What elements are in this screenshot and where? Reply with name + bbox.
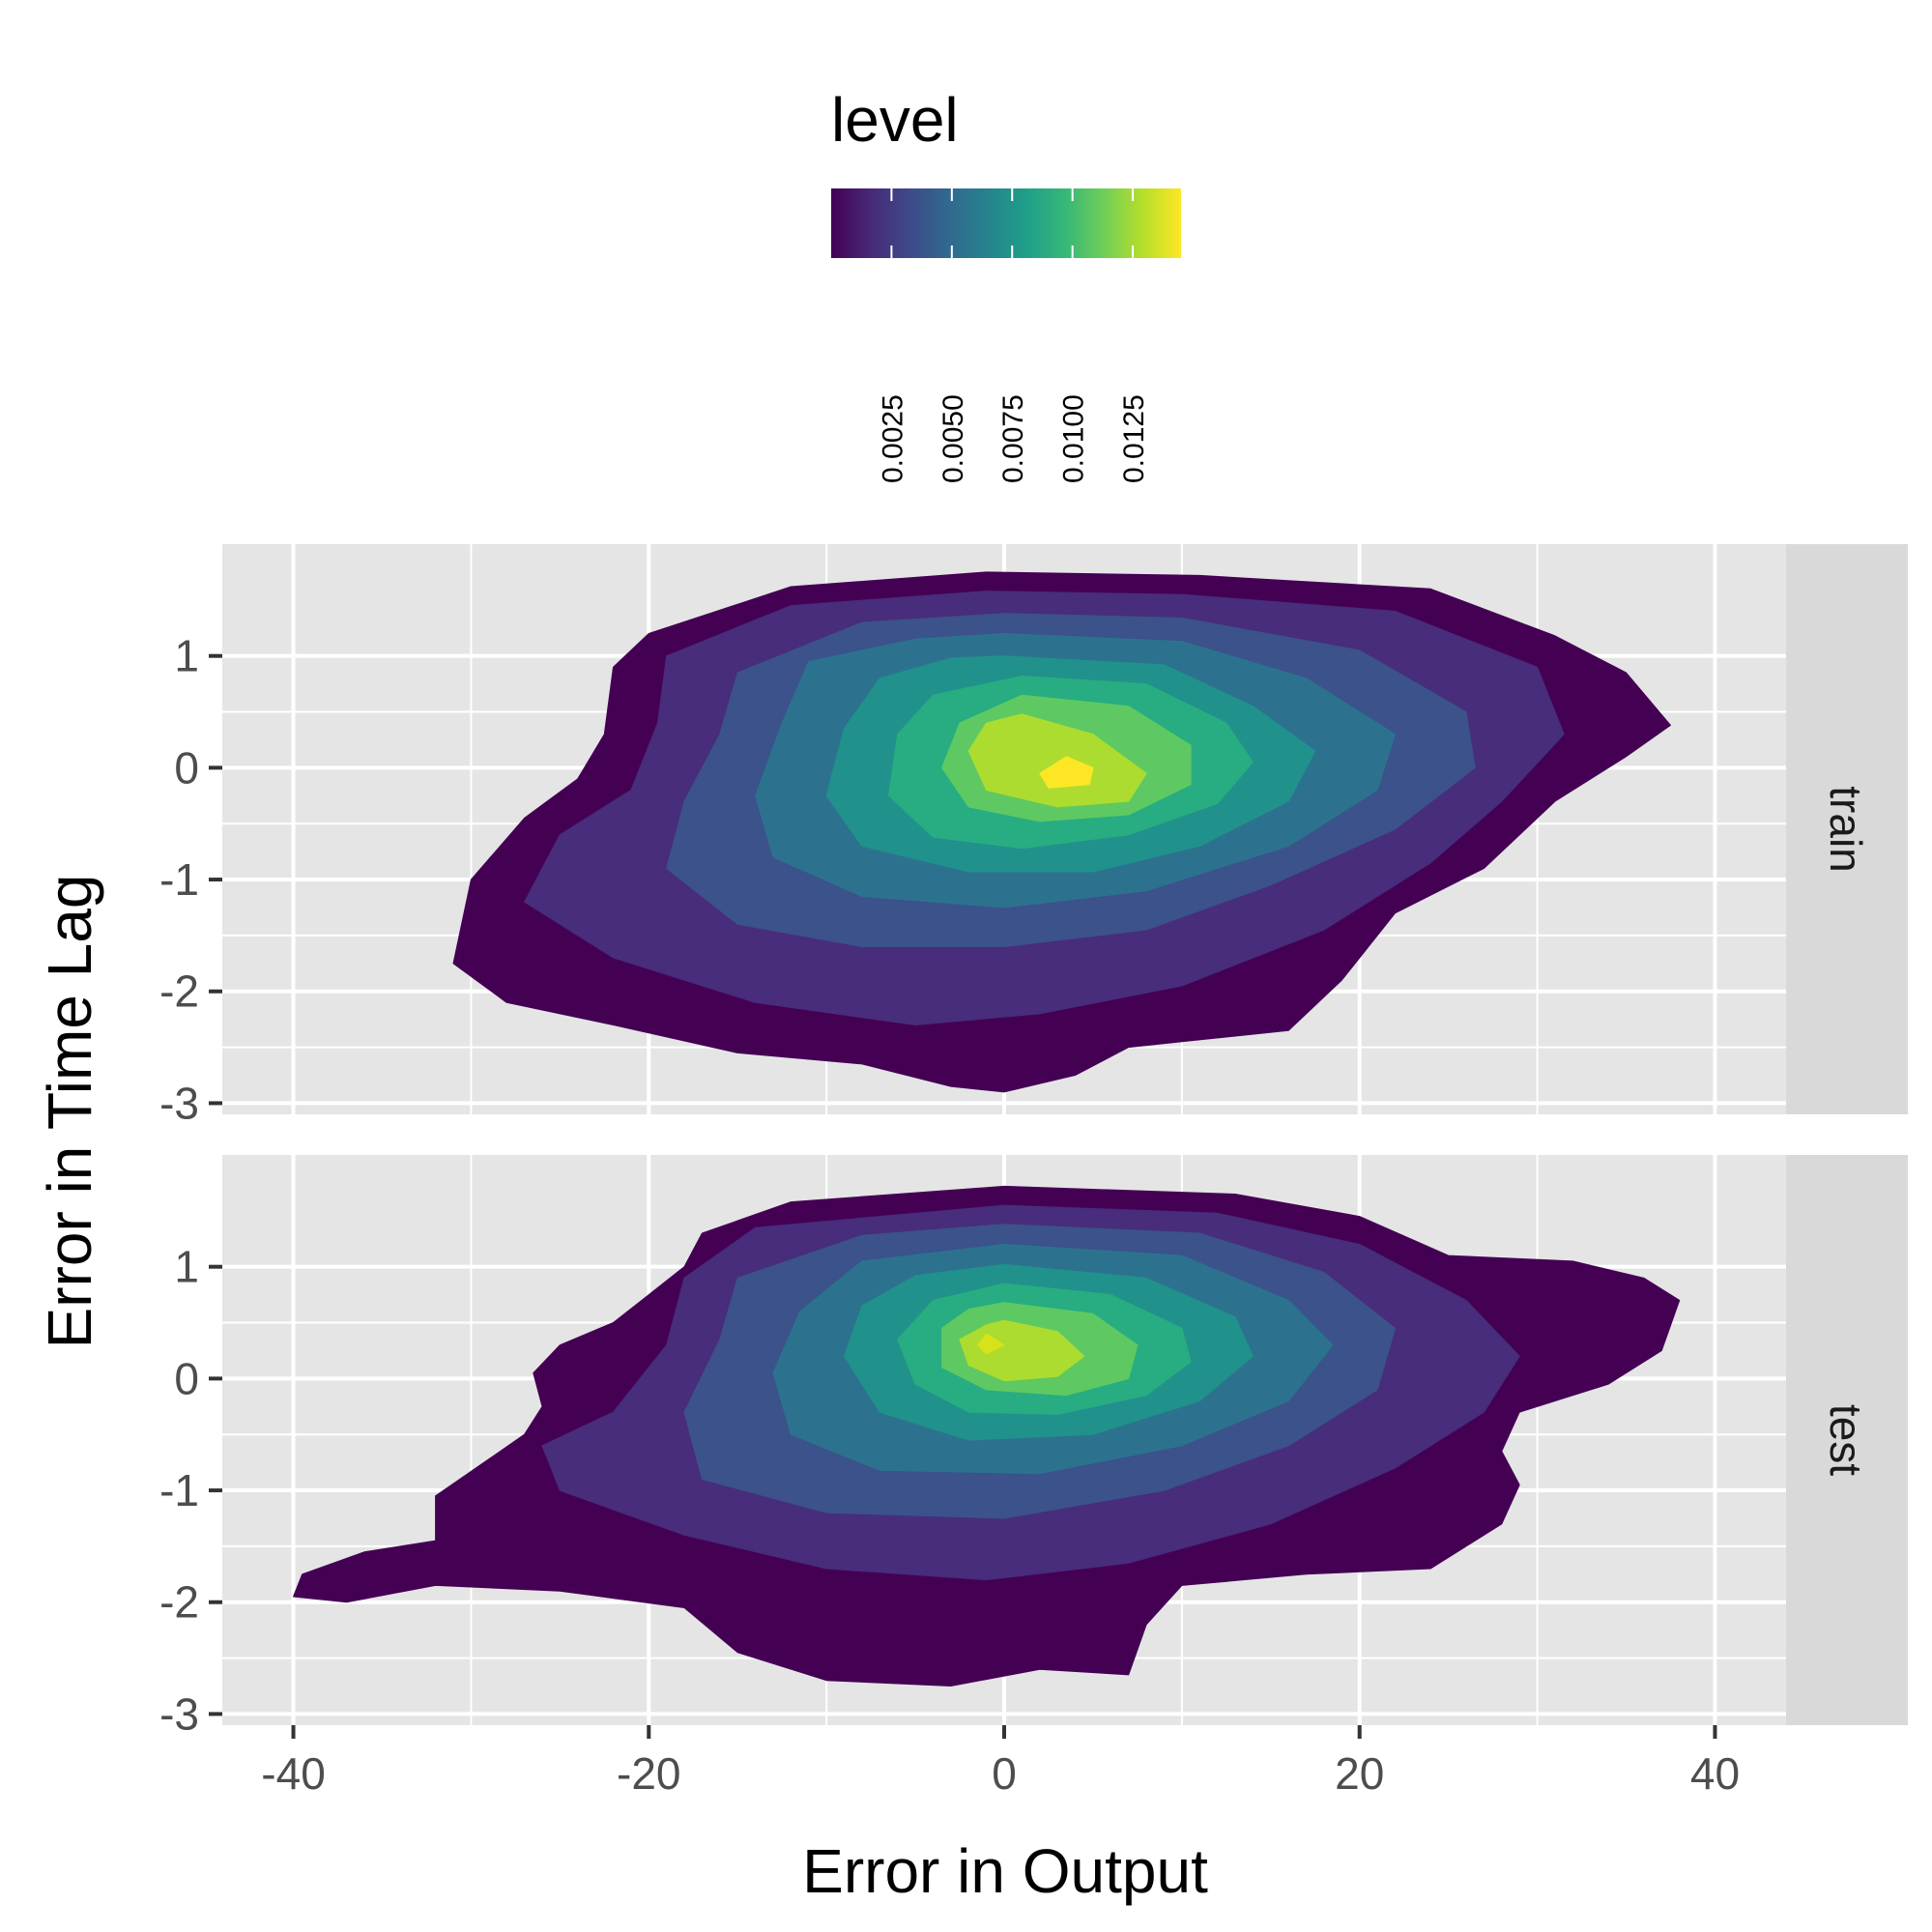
legend-tick-label-4: 0.0125 (1118, 394, 1150, 483)
x-tick-label-2: 0 (992, 1748, 1017, 1799)
facet-strip-test (1786, 1155, 1908, 1725)
legend-tick-label-0: 0.0025 (877, 394, 908, 483)
y-axis-title: Error in Time Lag (35, 875, 104, 1349)
x-tick-label-3: 20 (1335, 1748, 1384, 1799)
facet-strip-train (1786, 544, 1908, 1114)
x-tick-label-4: 40 (1690, 1748, 1740, 1799)
y-tick-label-test-4: -3 (159, 1688, 199, 1739)
axes: 1 0 -1 -2 -3 1 0 -1 -2 -3 -40 -20 0 20 40 Error in Ou… (35, 631, 1740, 1906)
contours-train (452, 571, 1671, 1093)
facet-label-test: test (1821, 1404, 1871, 1476)
y-tick-label-train-1: 0 (174, 742, 199, 793)
contour-test-level-7 (959, 1319, 1085, 1382)
y-tick-label-test-1: 0 (174, 1353, 199, 1403)
legend-tick-label-2: 0.0075 (997, 394, 1029, 483)
x-tick-label-0: -40 (261, 1748, 325, 1799)
x-tick-label-1: -20 (617, 1748, 680, 1799)
y-tick-label-train-3: -2 (159, 966, 199, 1017)
contour-train-level-7 (967, 713, 1147, 808)
legend-title: level (831, 85, 959, 155)
contour-test-level-8 (976, 1333, 1005, 1355)
contours-test (293, 1185, 1681, 1687)
facet-label-train: train (1821, 786, 1871, 872)
contour-train-level-8 (1039, 756, 1094, 789)
color-legend: level 0.0025 0.0050 0.0075 0.0100 0.0125 (831, 85, 1181, 483)
y-tick-label-test-3: -2 (159, 1577, 199, 1628)
facet-train: train (222, 544, 1908, 1114)
y-tick-label-train-0: 1 (174, 631, 199, 681)
legend-tick-label-1: 0.0050 (937, 394, 969, 483)
y-tick-label-test-0: 1 (174, 1242, 199, 1292)
y-tick-label-train-2: -1 (159, 854, 199, 905)
legend-tick-label-3: 0.0100 (1058, 394, 1090, 483)
colorbar (831, 188, 1181, 258)
x-axis-title: Error in Output (802, 1836, 1208, 1906)
y-tick-label-test-2: -1 (159, 1465, 199, 1515)
facet-test: test (222, 1155, 1908, 1725)
y-tick-label-train-4: -3 (159, 1078, 199, 1128)
